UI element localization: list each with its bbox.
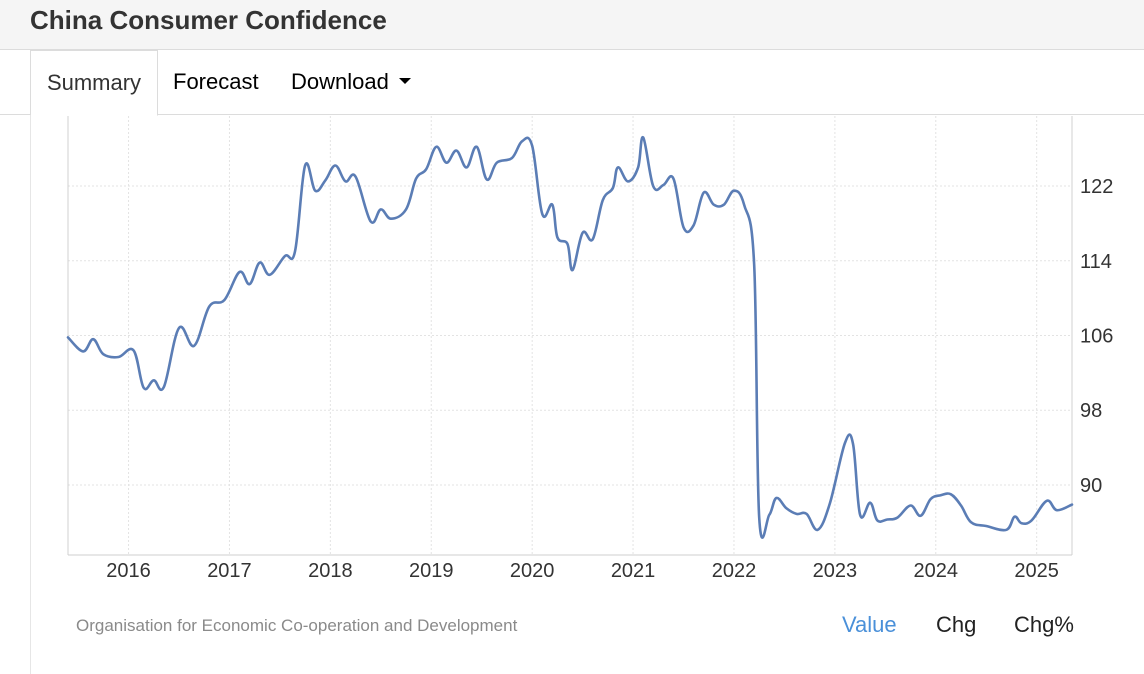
tab-bar: Summary Forecast Download [0, 50, 1144, 116]
panel-left-border [30, 115, 31, 674]
x-tick-label: 2025 [1014, 560, 1059, 582]
x-tick-label: 2016 [106, 560, 151, 582]
page-title: China Consumer Confidence [30, 5, 387, 35]
caret-down-icon [398, 78, 411, 85]
series-line [66, 136, 1074, 539]
grid-lines [68, 116, 1072, 555]
tab-summary[interactable]: Summary [30, 50, 158, 116]
tab-download-label: Download [291, 69, 389, 94]
tab-forecast[interactable]: Forecast [173, 69, 259, 94]
y-tick-label: 122 [1080, 176, 1113, 198]
x-tick-label: 2020 [510, 560, 555, 582]
y-tick-label: 90 [1080, 475, 1102, 497]
series-layer [66, 136, 1074, 539]
y-tick-label: 106 [1080, 326, 1113, 348]
x-tick-label: 2018 [308, 560, 353, 582]
y-tick-label: 98 [1080, 400, 1102, 422]
metric-value-button[interactable]: Value [842, 612, 897, 637]
x-tick-label: 2022 [712, 560, 757, 582]
x-tick-label: 2024 [914, 560, 959, 582]
x-tick-label: 2019 [409, 560, 454, 582]
metric-chg-button[interactable]: Chg [936, 612, 977, 637]
axes [67, 116, 1073, 556]
x-tick-label: 2023 [813, 560, 858, 582]
tick-labels: 90 98 106 114 122 2016 2017 2018 2019 2020 2021 202… [106, 176, 1113, 582]
metric-chg-percent-button[interactable]: Chg% [1014, 612, 1074, 637]
x-tick-label: 2017 [207, 560, 252, 582]
x-tick-label: 2021 [611, 560, 656, 582]
page-header: China Consumer Confidence [0, 0, 1144, 50]
y-tick-label: 114 [1080, 251, 1112, 273]
source-note: Organisation for Economic Co-operation a… [76, 616, 518, 635]
tab-download[interactable]: Download [291, 50, 411, 115]
